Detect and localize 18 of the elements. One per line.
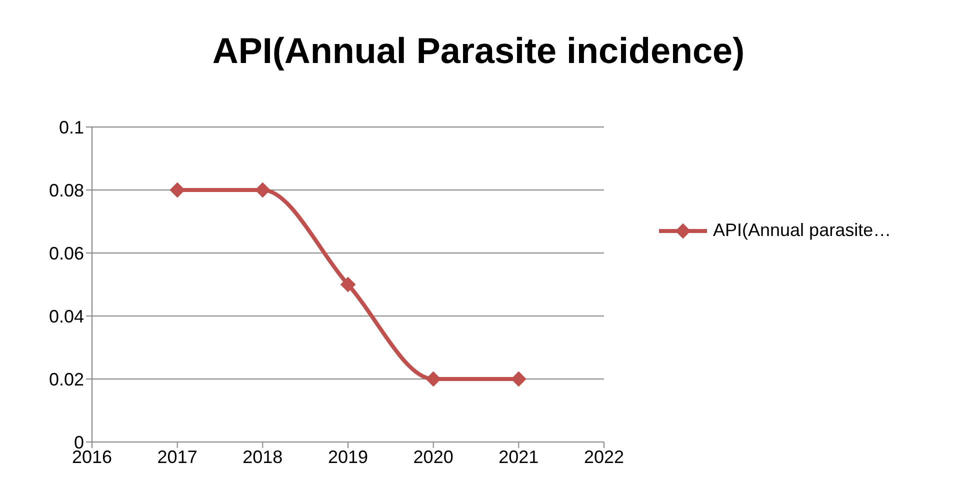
point bbox=[170, 182, 185, 198]
point bbox=[511, 372, 526, 386]
legend-label: API(Annual parasite… bbox=[713, 220, 892, 241]
point bbox=[340, 277, 356, 292]
x-tick-label: 2020 bbox=[413, 446, 454, 467]
x-tick-label: 2019 bbox=[328, 446, 368, 467]
y-tick-label: 0.06 bbox=[48, 243, 84, 264]
x-tick-label: 2017 bbox=[157, 446, 198, 467]
y-tick-label: 0.08 bbox=[48, 180, 84, 200]
point bbox=[426, 372, 441, 386]
x-tick-label: 2018 bbox=[242, 446, 283, 467]
x-tick-label: 2021 bbox=[498, 446, 539, 467]
x-tick-label: 2022 bbox=[584, 446, 624, 467]
y-tick-label: 0.04 bbox=[48, 306, 84, 326]
y-tick-label: 0.02 bbox=[48, 369, 84, 390]
y-tick-label: 0.1 bbox=[58, 117, 84, 138]
point bbox=[255, 182, 270, 198]
chart-title: API(Annual Parasite incidence) bbox=[211, 30, 746, 72]
